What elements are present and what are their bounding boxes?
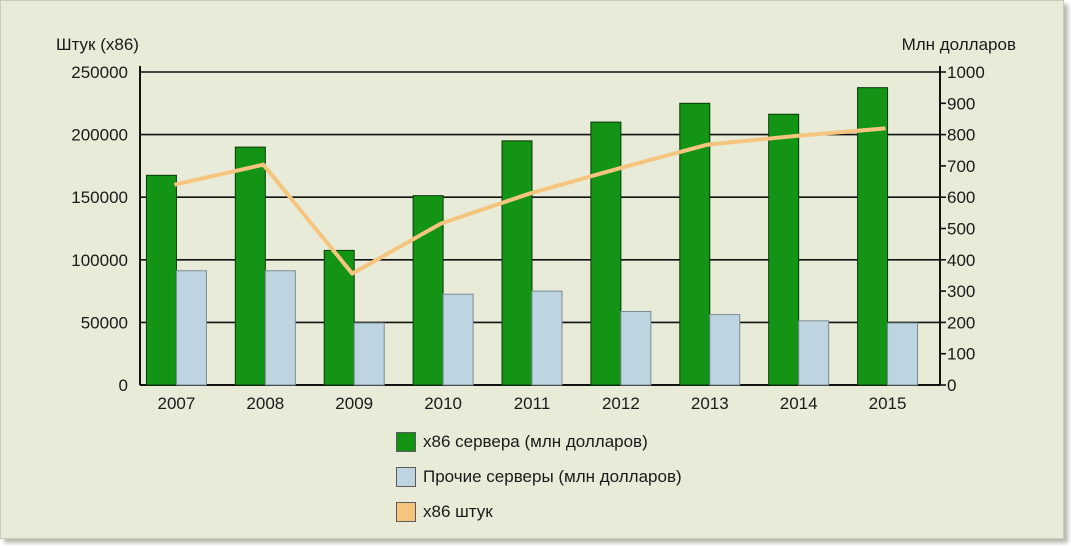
bar-x86-servers — [768, 113, 800, 386]
x-tick-label: 2007 — [158, 394, 196, 413]
x-tick-label: 2008 — [246, 394, 284, 413]
bar-other-servers — [709, 314, 741, 386]
legend-swatch-x86-units — [396, 502, 416, 522]
bar-other-servers — [264, 270, 296, 386]
left-tick-label: 50000 — [81, 313, 128, 332]
left-tick-label: 100000 — [71, 251, 128, 270]
right-tick-label: 900 — [947, 94, 975, 113]
right-tick-label: 600 — [947, 188, 975, 207]
legend: x86 сервера (млн долларов) Прочие сервер… — [396, 432, 682, 537]
left-tick-label: 150000 — [71, 188, 128, 207]
bar-other-servers — [531, 290, 563, 386]
bar-x86-servers — [234, 146, 266, 386]
x-tick-label: 2012 — [602, 394, 640, 413]
right-tick-label: 500 — [947, 220, 975, 239]
legend-item-x86-servers: x86 сервера (млн долларов) — [396, 432, 682, 452]
bar-other-servers — [175, 270, 207, 386]
bar-x86-servers — [145, 174, 177, 386]
right-axis-title: Млн долларов — [902, 35, 1016, 54]
left-tick-label: 0 — [119, 376, 128, 395]
right-tick-label: 1000 — [947, 63, 985, 82]
left-axis-title: Штук (x86) — [56, 35, 139, 54]
bar-other-servers — [887, 322, 919, 386]
x-tick-label: 2011 — [514, 394, 551, 413]
legend-label-other-servers: Прочие серверы (млн долларов) — [423, 467, 682, 486]
legend-label-x86-units: x86 штук — [423, 502, 493, 521]
x-tick-label: 2014 — [780, 394, 818, 413]
right-tick-label: 400 — [947, 251, 975, 270]
x-tick-label: 2009 — [335, 394, 373, 413]
right-tick-label: 200 — [947, 313, 975, 332]
right-tick-label: 700 — [947, 157, 975, 176]
right-tick-label: 300 — [947, 282, 975, 301]
bar-x86-servers — [501, 140, 533, 386]
bar-x86-servers — [857, 87, 889, 386]
x-tick-label: 2015 — [869, 394, 907, 413]
legend-item-x86-units: x86 штук — [396, 502, 682, 522]
bar-other-servers — [353, 322, 385, 386]
left-tick-label: 250000 — [71, 63, 128, 82]
legend-swatch-x86-servers — [396, 432, 416, 452]
right-tick-label: 100 — [947, 345, 975, 364]
bar-other-servers — [442, 293, 474, 386]
bars — [145, 87, 919, 386]
bar-x86-servers — [590, 121, 622, 386]
legend-item-other-servers: Прочие серверы (млн долларов) — [396, 467, 682, 487]
right-tick-label: 0 — [947, 376, 956, 395]
axes: 2500002000001500001000005000001000900800… — [71, 63, 985, 413]
line-series — [174, 126, 886, 276]
right-tick-label: 800 — [947, 126, 975, 145]
legend-label-x86-servers: x86 сервера (млн долларов) — [423, 432, 648, 451]
line-x86-units — [174, 126, 886, 276]
x-tick-label: 2010 — [424, 394, 462, 413]
bar-other-servers — [620, 310, 652, 386]
bar-other-servers — [798, 320, 830, 386]
left-tick-label: 200000 — [71, 126, 128, 145]
x-tick-label: 2013 — [691, 394, 729, 413]
legend-swatch-other-servers — [396, 467, 416, 487]
